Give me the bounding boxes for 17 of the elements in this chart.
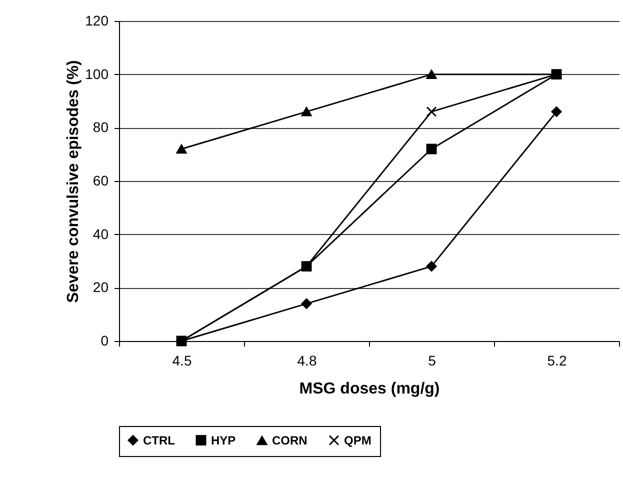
x-tick-label: 4.8 [297,352,317,368]
x-axis-title: MSG doses (mg/g) [299,380,440,398]
y-tick-label: 0 [100,332,109,348]
x-tick-label: 4.5 [172,352,192,368]
x-tick-label: 5.2 [547,352,567,368]
y-tick-label: 60 [92,172,109,188]
legend-label: QPM [344,433,372,448]
legend-label: HYP [211,433,236,448]
x-tick-label: 5 [428,352,436,368]
y-tick-label: 120 [85,12,109,28]
legend-label: CTRL [143,433,175,448]
y-tick-label: 100 [85,66,109,82]
y-tick-label: 20 [92,279,109,296]
y-axis-title: Severe convulsive episodes (%) [65,60,82,303]
y-tick-label: 80 [92,119,109,136]
legend-label: CORN [272,434,308,448]
y-tick-label: 40 [92,226,109,242]
